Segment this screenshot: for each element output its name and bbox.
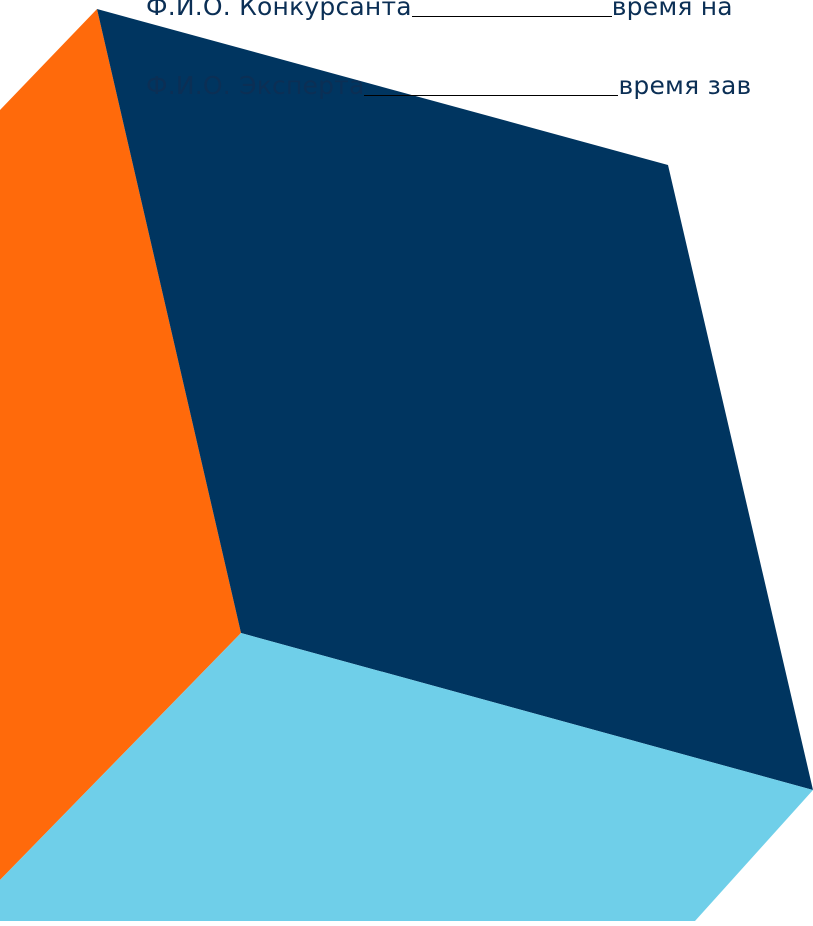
cube-bottom-face — [0, 633, 813, 921]
expert-name-blank — [364, 73, 619, 96]
expert-name-line: Ф.И.О. Эксперта время зав — [146, 71, 751, 101]
contestant-name-label: Ф.И.О. Конкурсанта — [146, 0, 412, 21]
contestant-name-line: Ф.И.О. Конкурсанта время на — [146, 0, 733, 22]
contestant-name-blank — [411, 0, 612, 17]
cube-top-face — [97, 9, 813, 790]
cube-left-face — [0, 9, 241, 880]
expert-name-label: Ф.И.О. Эксперта — [146, 71, 365, 100]
start-time-label: время на — [611, 0, 733, 21]
end-time-label: время зав — [618, 71, 752, 100]
